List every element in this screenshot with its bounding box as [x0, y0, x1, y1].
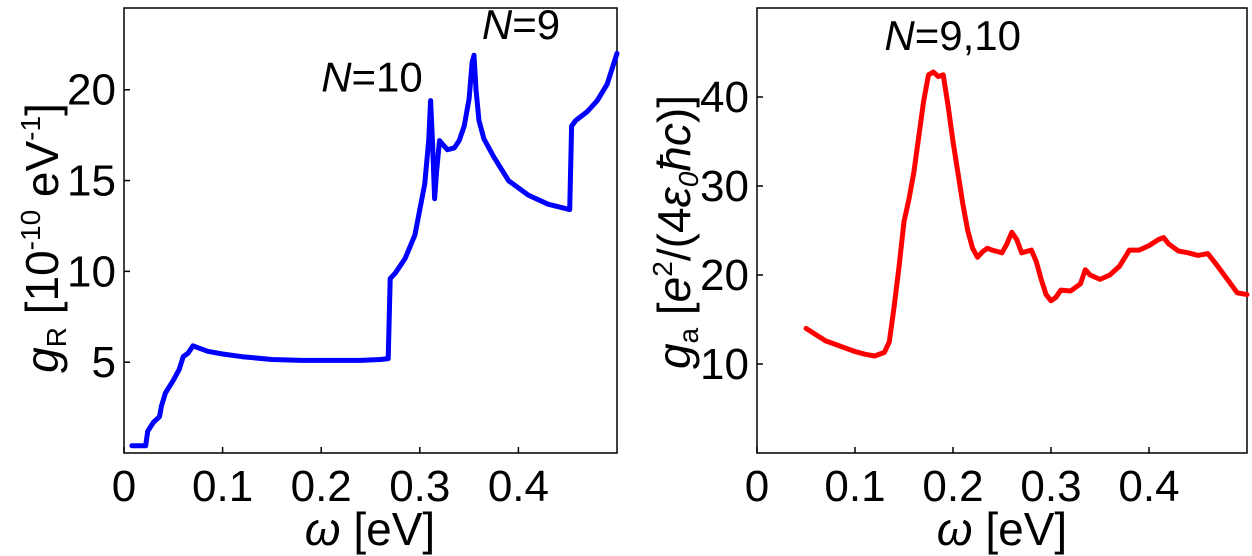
right-series-line	[803, 69, 1250, 359]
left-y-ticks: 5 10 15 20	[67, 66, 130, 387]
right-y-tick-label: 20	[700, 251, 749, 300]
right-x-ticks: 0 0.1 0.2 0.3 0.4	[745, 447, 1180, 511]
right-ylabel-sub: a	[673, 327, 704, 343]
left-x-tick-label: 0.3	[389, 462, 450, 511]
left-xlabel-symbol: ω	[305, 503, 341, 555]
left-ylabel-unit: eV	[16, 140, 68, 209]
right-ylabel-eps-sub: 0	[673, 171, 704, 187]
right-x-axis-label: ω [eV]	[937, 503, 1067, 555]
right-y-ticks: 10 20 30 40	[700, 73, 763, 389]
left-x-ticks: 0 0.1 0.2 0.3 0.4	[112, 447, 549, 511]
left-ylabel-symbol: g	[16, 347, 68, 373]
right-x-tick-label: 0.2	[922, 462, 983, 511]
left-ylabel-sub: R	[41, 327, 72, 347]
annotation-symbol: N	[321, 54, 352, 101]
right-annotation: N=9,10	[884, 12, 1021, 59]
left-series	[129, 50, 620, 449]
left-x-tick-label: 0.2	[291, 462, 352, 511]
left-ylabel-close: ]	[16, 103, 68, 116]
right-ylabel-mid: /(4	[648, 207, 700, 261]
left-ylabel-exp: -10	[15, 210, 46, 250]
right-annotations: N=9,10	[884, 12, 1021, 59]
right-x-tick-label: 0	[745, 462, 769, 511]
annotation-symbol: N	[884, 12, 915, 59]
right-ylabel-close: )]	[648, 95, 700, 123]
right-xlabel-rest: [eV]	[973, 503, 1068, 555]
left-annotation: N=10	[321, 54, 423, 101]
right-x-tick-label: 0.3	[1020, 462, 1081, 511]
left-xlabel-rest: [eV]	[341, 503, 436, 555]
right-y-tick-label: 30	[700, 162, 749, 211]
left-series-line	[129, 50, 620, 449]
annotation-value: =10	[352, 54, 423, 101]
right-series	[803, 69, 1250, 359]
right-y-tick-label: 40	[700, 73, 749, 122]
left-y-tick-label: 10	[67, 247, 116, 296]
right-ylabel-e: e	[648, 277, 700, 303]
right-x-tick-label: 0.4	[1118, 462, 1179, 511]
right-y-tick-label: 10	[700, 340, 749, 389]
left-y-axis-label: gR [10-10 eV-1]	[15, 103, 72, 373]
left-annotations: N=10N=9	[321, 1, 560, 101]
left-y-tick-label: 5	[92, 338, 116, 387]
left-plot-frame	[123, 7, 618, 454]
left-y-tick-label: 15	[67, 157, 116, 206]
right-x-tick-label: 0.1	[824, 462, 885, 511]
left-y-tick-label: 20	[67, 66, 116, 115]
left-x-tick-label: 0.1	[192, 462, 253, 511]
left-ylabel-unit-exp: -1	[15, 116, 46, 141]
left-annotation: N=9	[482, 1, 560, 48]
annotation-symbol: N	[482, 1, 513, 48]
left-x-tick-label: 0	[112, 462, 136, 511]
right-ylabel-rest: [	[648, 302, 700, 328]
annotation-value: =9,10	[915, 12, 1021, 59]
right-xlabel-symbol: ω	[937, 503, 973, 555]
left-x-axis-label: ω [eV]	[305, 503, 435, 555]
right-ylabel-symbol: g	[648, 343, 700, 369]
left-ylabel-rest: [10	[16, 250, 68, 327]
left-x-tick-label: 0.4	[488, 462, 549, 511]
annotation-value: =9	[512, 1, 560, 48]
right-ylabel-e-exp: 2	[647, 261, 678, 277]
right-plot-frame	[756, 7, 1248, 454]
right-ylabel-hbar: ħc	[648, 123, 700, 172]
right-y-axis-label: ga [e2/(4ε0ħc)]	[647, 95, 704, 369]
right-ylabel-eps: ε	[648, 186, 700, 207]
